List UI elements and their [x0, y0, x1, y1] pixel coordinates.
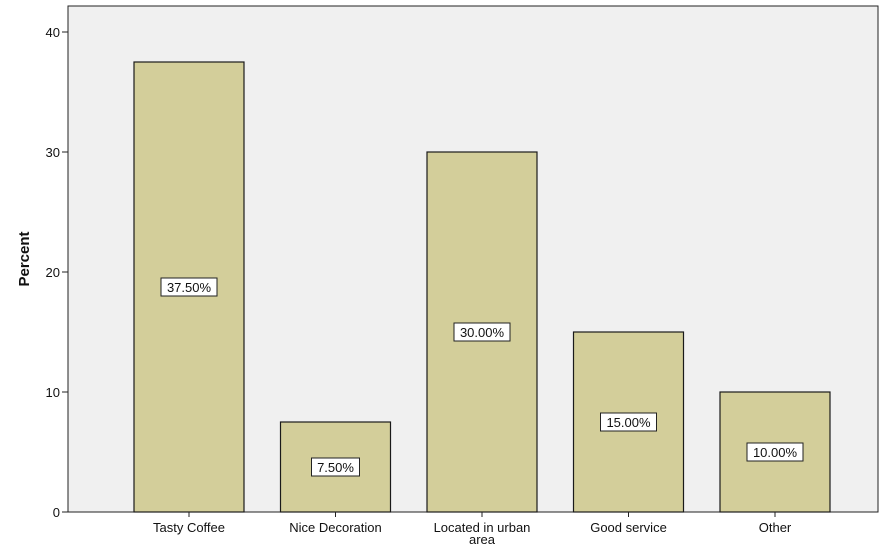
data-label-box: [311, 457, 360, 477]
x-tick-label: Good service: [590, 520, 667, 535]
x-tick-label: Located in urban: [434, 520, 531, 535]
y-tick-label: 30: [46, 145, 60, 160]
bar-group: 37.50%: [133, 61, 245, 513]
y-tick-label: 40: [46, 25, 60, 40]
data-label-box: [453, 322, 511, 342]
data-label-box: [600, 412, 657, 432]
data-label: 37.50%: [167, 280, 212, 295]
y-tick-label: 20: [46, 265, 60, 280]
x-tick-label: Nice Decoration: [289, 520, 382, 535]
y-axis-title: Percent: [16, 231, 33, 286]
data-label: 10.00%: [753, 445, 798, 460]
data-label: 7.50%: [317, 460, 354, 475]
x-axis: Tasty Coffee Nice Decoration Located in ur…: [153, 512, 792, 547]
x-tick-label: Other: [759, 520, 792, 535]
x-tick-label: area: [469, 532, 496, 547]
data-label: 15.00%: [606, 415, 651, 430]
data-label: 30.00%: [460, 325, 505, 340]
data-label-box: [160, 277, 218, 297]
y-tick-label: 0: [53, 505, 60, 520]
bar-group: 15.00%: [572, 331, 685, 513]
bar-group: 10.00%: [719, 391, 831, 513]
x-tick-label: Tasty Coffee: [153, 520, 225, 535]
bars: 37.50% 7.50% 30.00% 15.00% 10.00%: [133, 61, 831, 513]
bar-group: 30.00%: [426, 151, 538, 513]
y-tick-label: 10: [46, 385, 60, 400]
data-label-box: [746, 442, 804, 462]
bar-group: 7.50%: [279, 421, 392, 513]
y-axis: 0 10 20 30 40: [46, 25, 68, 520]
